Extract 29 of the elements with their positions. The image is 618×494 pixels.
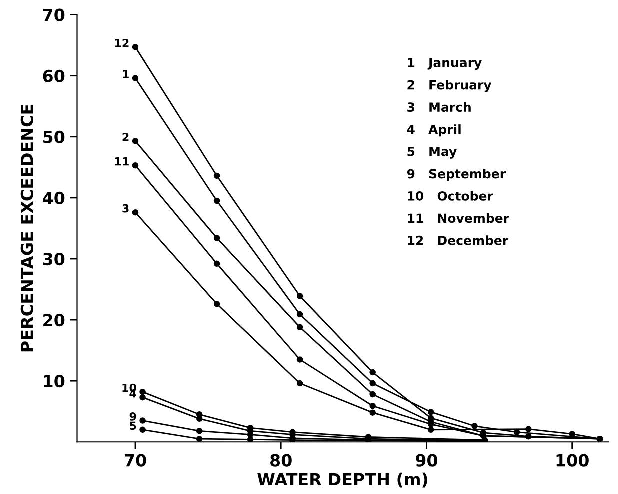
series-label: 5 <box>130 422 136 430</box>
annotation: 1 January <box>408 58 482 70</box>
annotation: 2 February <box>408 80 492 92</box>
series-label: 12 <box>115 38 129 48</box>
y-tick-label: 30 <box>43 252 65 266</box>
series-label: 3 <box>122 204 129 213</box>
x-tick-label: 90 <box>416 454 438 467</box>
y-tick-label: 60 <box>43 70 65 82</box>
y-tick-label: 50 <box>44 130 65 144</box>
y-tick-label: 70 <box>43 8 65 22</box>
series-label: 9 <box>130 412 136 421</box>
annotation: 3 March <box>408 102 471 112</box>
annotation: 11 November <box>408 213 510 224</box>
y-tick-label: 20 <box>44 314 65 327</box>
y-tick-label: 10 <box>44 375 65 388</box>
series-label: 2 <box>122 132 129 142</box>
y-tick-label: 40 <box>43 192 65 205</box>
annotation: 10 October <box>408 191 494 201</box>
series-label: 11 <box>115 158 129 166</box>
annotation: 9 September <box>407 169 506 182</box>
annotation: 4 April <box>407 124 461 137</box>
x-tick-label: 70 <box>125 454 146 467</box>
x-tick-label: 80 <box>270 454 292 467</box>
annotation: 12 December <box>408 236 509 246</box>
series-label: 1 <box>123 70 129 78</box>
x-axis-title: WATER DEPTH (m) <box>258 472 428 488</box>
x-tick-label: 100 <box>556 454 589 467</box>
y-axis-title: PERCENTAGE EXCEEDENCE <box>20 105 34 352</box>
annotation: 5 May <box>408 147 457 159</box>
